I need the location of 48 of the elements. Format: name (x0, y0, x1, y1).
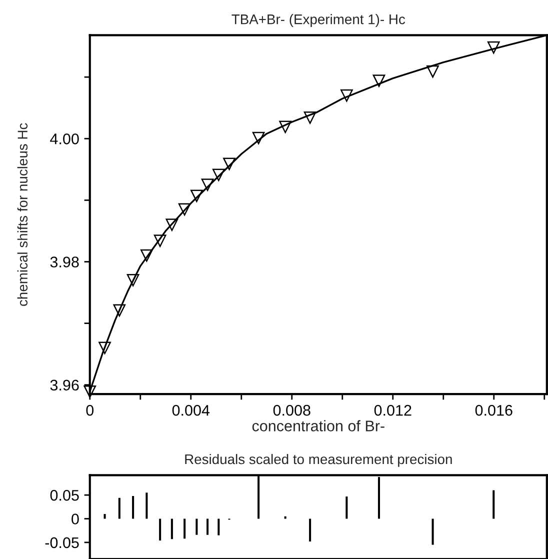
y-tick-label: -0.05 (45, 537, 79, 548)
point (372, 74, 386, 87)
point (84, 385, 96, 398)
bar (206, 518, 209, 535)
bar (118, 498, 120, 519)
bar (170, 518, 173, 540)
bar (132, 496, 134, 519)
bar (309, 518, 312, 542)
point (98, 342, 111, 354)
chart-title: Residuals scaled to measurement precision (185, 454, 452, 467)
x-tick-label: 0.012 (374, 404, 412, 416)
point (223, 158, 236, 170)
point (487, 41, 500, 54)
point (113, 304, 126, 317)
x-tick-label: 0 (86, 404, 94, 416)
x-tick-label: 0.016 (475, 404, 512, 416)
point (252, 132, 265, 144)
point (426, 65, 439, 78)
point (279, 120, 292, 134)
bar (104, 514, 106, 519)
point (190, 190, 203, 202)
point (201, 178, 214, 191)
bar (184, 518, 186, 539)
y-tick-label: 3.96 (50, 380, 79, 391)
point (166, 218, 178, 231)
point (154, 234, 166, 247)
bar (492, 490, 495, 519)
bar (218, 518, 220, 536)
bar (146, 492, 148, 519)
point (140, 249, 153, 262)
chart-title: TBA+Br- (Experiment 1)- Hc (232, 14, 406, 27)
x-tick-label: 0.004 (172, 404, 210, 416)
y-tick-label: 0.05 (50, 490, 79, 501)
x-tick-label: 0.008 (273, 404, 310, 416)
point (126, 274, 140, 286)
y-axis-title: chemical shifts for nucleus Hc (17, 123, 28, 306)
x-axis-title: concentration of Br- (252, 420, 384, 432)
y-tick-label: 3.98 (50, 256, 79, 268)
bar (159, 518, 162, 541)
bar (432, 518, 434, 545)
point (178, 203, 191, 216)
y-tick-label: 0 (72, 514, 79, 524)
point (212, 168, 225, 182)
bar (196, 518, 198, 535)
point (340, 89, 353, 102)
y-tick-label: 4.00 (50, 134, 79, 144)
bar (346, 496, 348, 519)
point (304, 112, 316, 124)
